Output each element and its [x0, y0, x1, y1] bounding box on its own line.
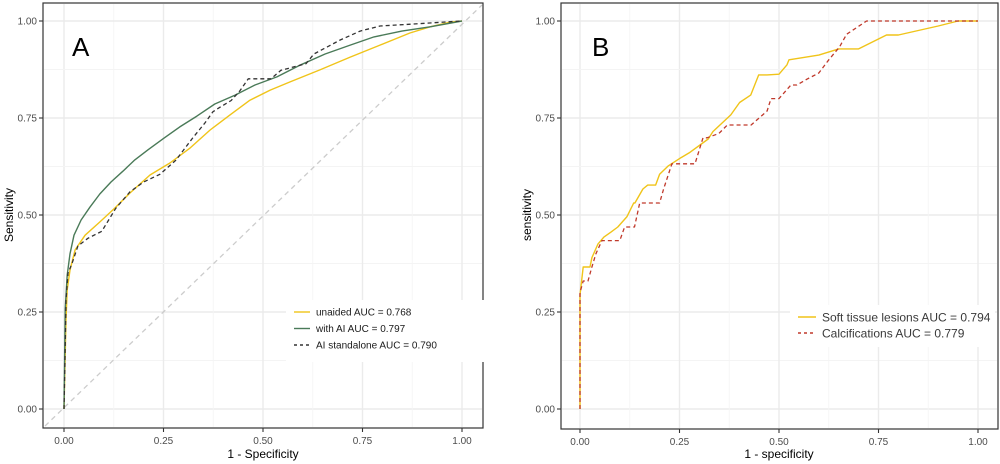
- legend-background: [286, 300, 486, 362]
- legend-label-2: AI standalone AUC = 0.790: [316, 341, 437, 352]
- legend-background: [790, 305, 995, 347]
- panel-b-series-layer: [579, 20, 978, 409]
- x-tick-label: 0.00: [54, 436, 74, 447]
- y-tick-label: 0.50: [18, 211, 38, 222]
- y-tick-label: 0.75: [536, 114, 556, 125]
- x-tick-label: 0.50: [769, 437, 789, 448]
- legend-label-1: with AI AUC = 0.797: [315, 324, 406, 335]
- panel-a-reference-diagonal: [44, 4, 483, 427]
- panel-a-series-line-2: [63, 20, 463, 410]
- panel-a-series-line-1: [63, 20, 463, 410]
- legend-label-1: Calcifications AUC = 0.779: [822, 326, 965, 340]
- panel-a-x-axis-title: 1 - Specificity: [227, 447, 298, 461]
- panel-a-legend: unaided AUC = 0.768 with AI AUC = 0.797 AI…: [286, 300, 486, 362]
- panel-b-ticks: 0.00 0.25 0.50 0.75 1.00 0.00 0.25 0.50 0.75 1.00: [536, 17, 989, 449]
- y-tick-label: 0.25: [536, 308, 556, 319]
- legend-label-0: unaided AUC = 0.768: [316, 308, 412, 319]
- y-tick-label: 0.00: [18, 405, 38, 416]
- y-tick-label: 0.75: [18, 114, 38, 125]
- panel-b-legend: Soft tissue lesions AUC = 0.794 Calcifica…: [790, 305, 995, 347]
- x-tick-label: 0.75: [869, 437, 889, 448]
- x-tick-label: 0.75: [353, 436, 373, 447]
- panel-b-x-axis-title: 1 - specificity: [744, 447, 813, 461]
- y-tick-label: 0.25: [18, 308, 38, 319]
- panel-a-ticks: 0.00 0.25 0.50 0.75 1.00 0.00 0.25 0.50 0.75 1.00: [18, 17, 473, 448]
- panel-a: 0.00 0.25 0.50 0.75 1.00 0.00 0.25 0.50 0.75 1.00…: [2, 2, 486, 461]
- x-tick-label: 0.00: [570, 437, 590, 448]
- y-tick-label: 0.00: [536, 405, 556, 416]
- panel-a-y-axis-title: Sensitivity: [2, 188, 16, 242]
- panel-b-series-line-0: [579, 20, 978, 409]
- panel-b-tag: B: [592, 32, 609, 62]
- panel-a-series-layer: [63, 20, 463, 410]
- panel-b: 0.00 0.25 0.50 0.75 1.00 0.00 0.25 0.50 0.75 1.00…: [520, 2, 999, 461]
- x-tick-label: 0.25: [154, 436, 174, 447]
- panel-a-tag: A: [72, 32, 90, 62]
- y-tick-label: 1.00: [18, 17, 38, 28]
- legend-label-0: Soft tissue lesions AUC = 0.794: [822, 310, 991, 324]
- y-tick-label: 1.00: [536, 17, 556, 28]
- x-tick-label: 0.50: [253, 436, 273, 447]
- x-tick-label: 1.00: [968, 437, 988, 448]
- x-tick-label: 1.00: [452, 436, 472, 447]
- panel-b-y-axis-title: sensitivity: [520, 189, 534, 241]
- x-tick-label: 0.25: [670, 437, 690, 448]
- y-tick-label: 0.50: [536, 211, 556, 222]
- panel-a-series-line-0: [63, 20, 463, 410]
- panel-b-series-line-1: [579, 20, 978, 409]
